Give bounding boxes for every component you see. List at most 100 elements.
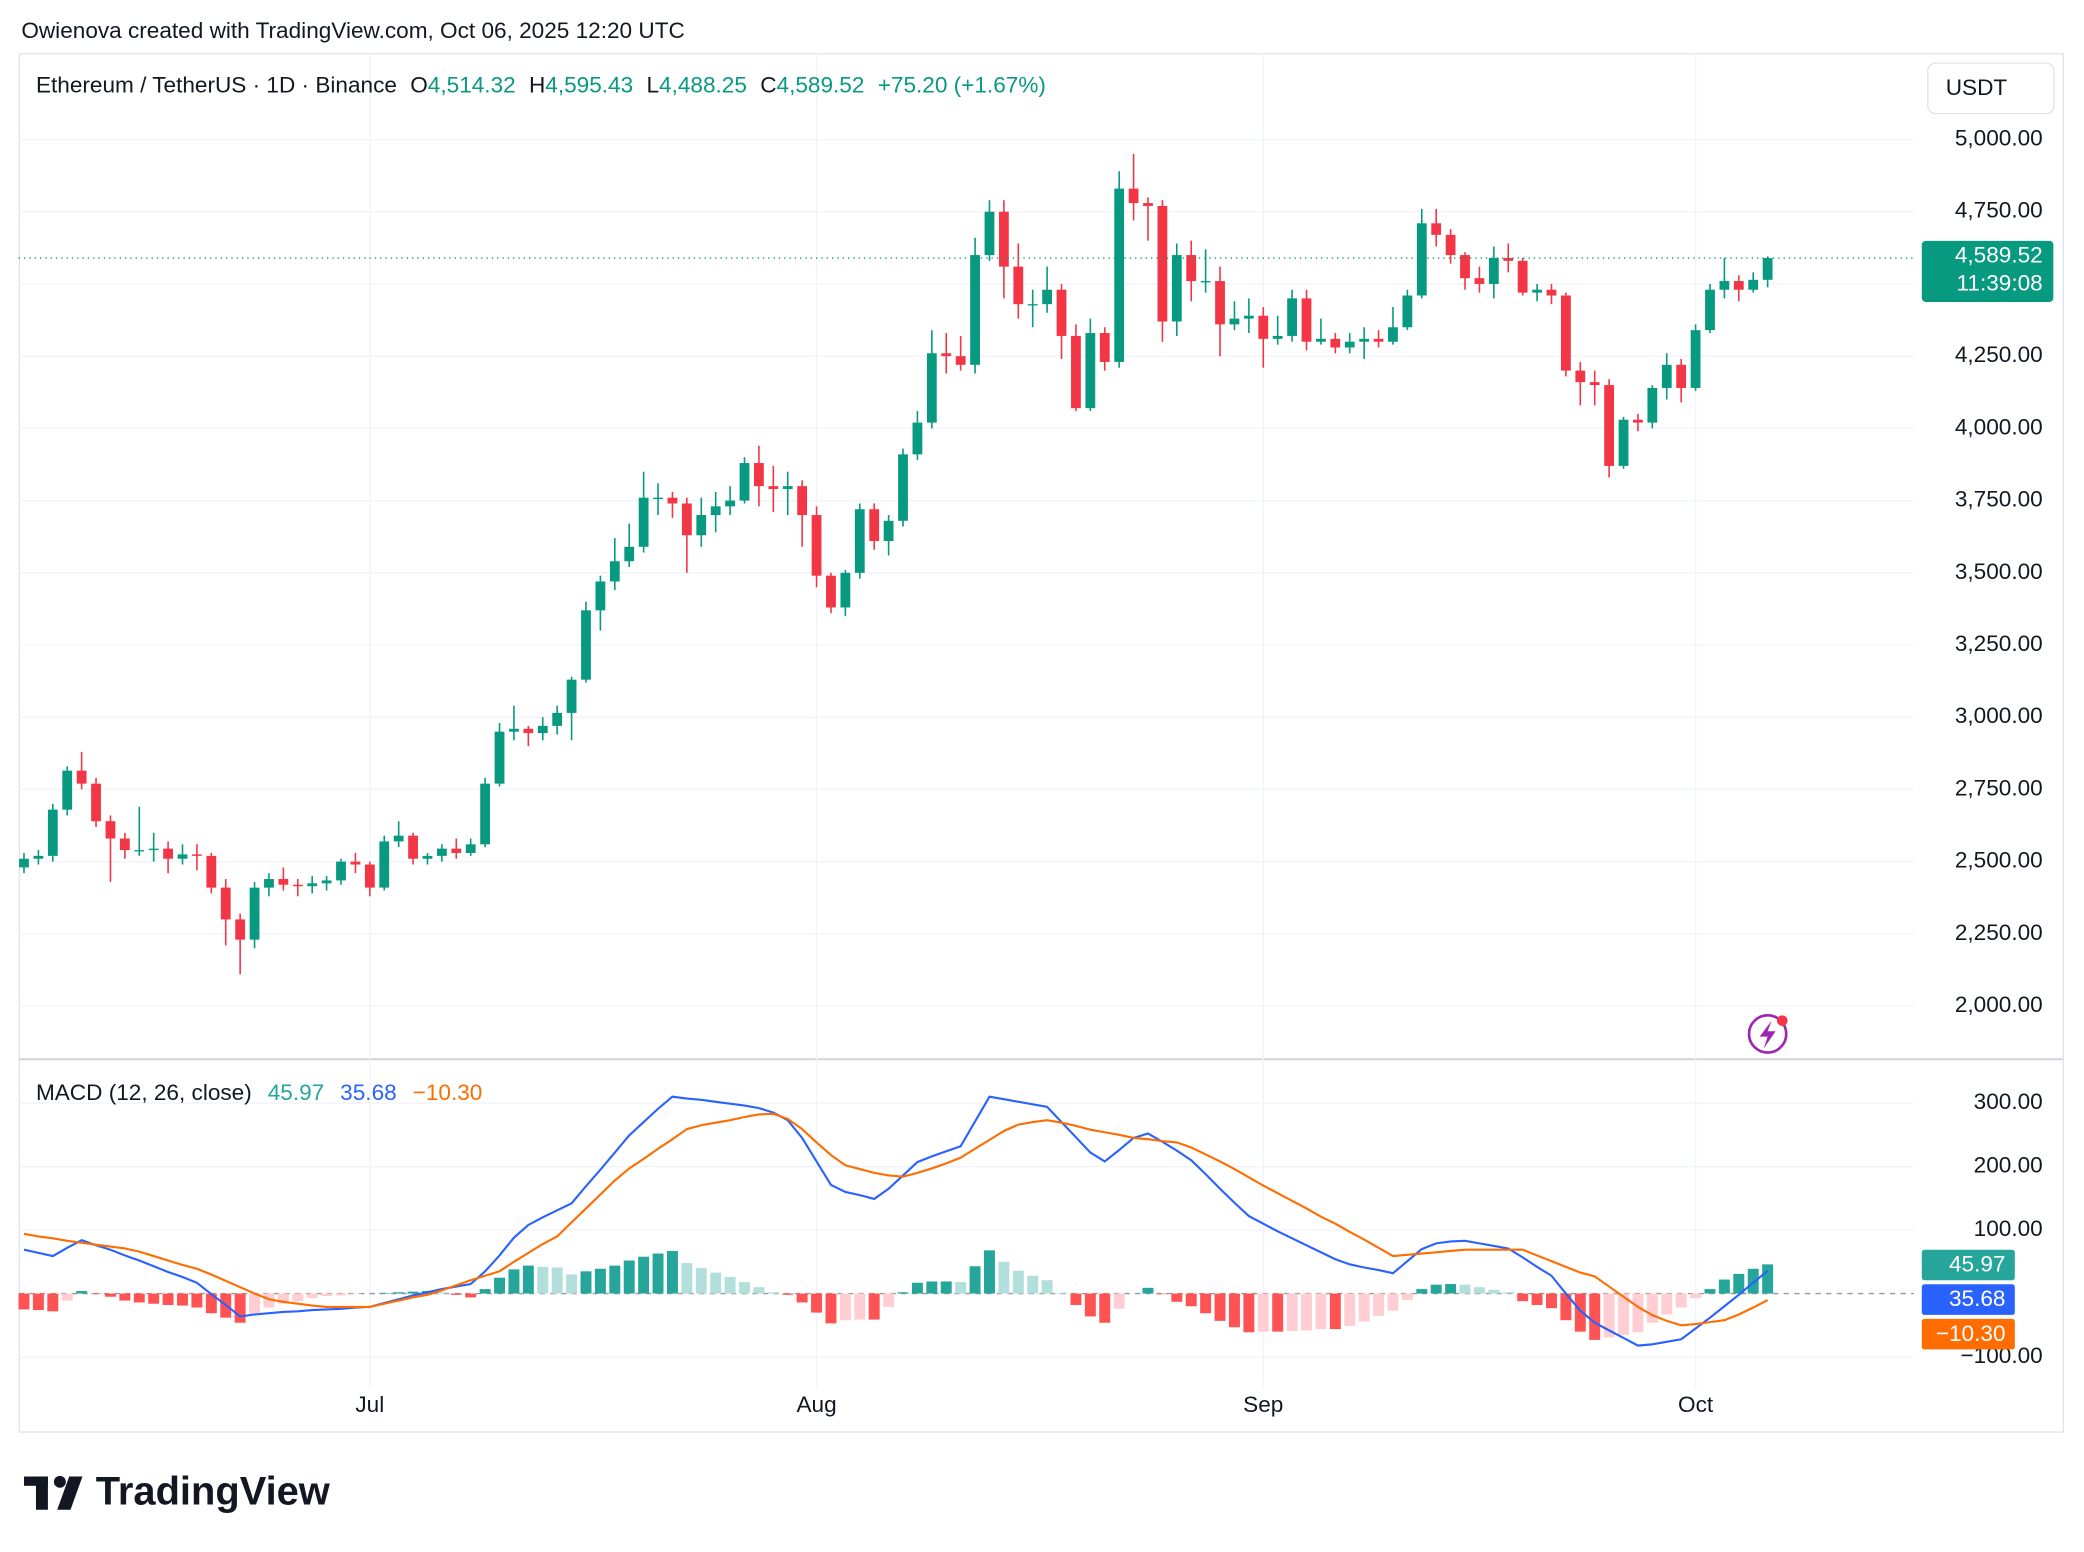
histogram-bar <box>1329 1293 1341 1330</box>
histogram-bar <box>1488 1289 1500 1294</box>
symbol: Ethereum / TetherUS · 1D · Binance <box>36 72 397 97</box>
histogram-bar <box>1459 1284 1471 1294</box>
histogram-bar <box>1272 1293 1284 1332</box>
candle-body <box>1532 289 1542 293</box>
logo-part <box>57 1476 83 1510</box>
ohlc-key: C <box>760 72 776 97</box>
candle-body <box>134 850 145 852</box>
histogram-bar <box>839 1293 851 1321</box>
y-tick-label: 3,000.00 <box>1955 703 2043 728</box>
icon-dot[interactable] <box>1776 1015 1788 1026</box>
candle-body <box>883 520 894 542</box>
countdown: 11:39:08 <box>1957 271 2043 296</box>
histogram-bar <box>1401 1293 1413 1300</box>
histogram-bar <box>1214 1293 1226 1321</box>
candle-body <box>955 356 966 365</box>
candle-body <box>1503 257 1514 261</box>
candle-body <box>653 497 663 500</box>
candle-body <box>537 725 548 734</box>
histogram-bar <box>666 1250 678 1294</box>
histogram-bar <box>1185 1293 1197 1307</box>
histogram-bar <box>782 1293 794 1295</box>
candle-body <box>768 486 779 490</box>
histogram-bar <box>119 1293 131 1301</box>
candle-body <box>826 575 836 608</box>
candle-body <box>307 883 318 887</box>
candle-body <box>1186 255 1197 282</box>
icon-bolt[interactable] <box>1759 1020 1776 1049</box>
histogram-bar <box>825 1293 837 1324</box>
candle-body <box>998 211 1009 267</box>
y-tick-label: 4,000.00 <box>1955 414 2043 439</box>
histogram-bar <box>1733 1273 1745 1294</box>
candle-body <box>364 864 375 888</box>
candle-body <box>350 861 361 865</box>
candle-body <box>754 463 764 487</box>
histogram-bar <box>47 1293 59 1312</box>
candle-body <box>624 546 635 562</box>
ohlc-value: 4,488.25 <box>659 72 747 97</box>
candle-body <box>1013 266 1024 305</box>
logo-part <box>35 1476 48 1510</box>
macd-legend-value: 35.68 <box>340 1080 397 1105</box>
candle-body <box>609 561 620 582</box>
candle-body <box>1344 341 1355 348</box>
histogram-bar <box>436 1292 448 1294</box>
histogram-bar <box>508 1269 520 1294</box>
macd-legend-value: 45.97 <box>268 1080 325 1105</box>
histogram-bar <box>594 1268 606 1294</box>
histogram-bar <box>321 1293 333 1297</box>
histogram-bar <box>1156 1293 1168 1295</box>
histogram-bar <box>940 1281 952 1294</box>
histogram-bar <box>90 1293 102 1295</box>
icon-ring[interactable] <box>1747 1014 1788 1054</box>
ohlc-value: 4,514.32 <box>428 72 516 97</box>
histogram-bar <box>1142 1287 1154 1294</box>
histogram-bar <box>1661 1293 1673 1315</box>
candle-body <box>1071 335 1081 409</box>
y-tick-label: 4,250.00 <box>1955 342 2043 367</box>
y-tick-label: 300.00 <box>1974 1089 2043 1114</box>
currency[interactable]: USDT <box>1946 75 2008 100</box>
candle-body <box>451 848 462 853</box>
alert-icon[interactable] <box>1747 1014 1788 1054</box>
histogram-bar <box>76 1291 88 1294</box>
candle-body <box>1604 385 1615 466</box>
candle-body <box>1560 295 1571 371</box>
candle-body <box>62 770 73 810</box>
histogram-bar <box>638 1256 650 1294</box>
histogram-bar <box>854 1293 866 1320</box>
candle-body <box>1733 281 1744 290</box>
candle-body <box>192 854 202 856</box>
histogram-bar <box>450 1293 462 1295</box>
histogram-bar <box>695 1268 707 1294</box>
currency-button[interactable] <box>1927 62 2055 115</box>
histogram-bar <box>1084 1293 1096 1317</box>
candle-body <box>1287 298 1297 336</box>
chart-frame <box>18 53 2064 1433</box>
y-tick-label: 2,250.00 <box>1955 920 2043 945</box>
last-price-tag <box>1921 240 2054 302</box>
candle-body <box>105 821 116 839</box>
value-tag <box>1921 1249 2015 1281</box>
candle-body <box>408 835 418 859</box>
y-tick-label: 200.00 <box>1974 1153 2043 1178</box>
histogram-bar <box>1718 1279 1730 1294</box>
last-price-label: 4,589.52 <box>1955 243 2043 268</box>
ohlc-key: L <box>646 72 659 97</box>
histogram-bar <box>1315 1293 1327 1330</box>
histogram-bar <box>1257 1293 1269 1332</box>
histogram-bar <box>1517 1293 1529 1302</box>
candle-body <box>523 728 534 734</box>
value-tag <box>1921 1284 2015 1315</box>
candle-body <box>235 919 246 940</box>
histogram-bar <box>753 1287 765 1294</box>
histogram-bar <box>1502 1292 1514 1294</box>
candle-body <box>278 878 289 885</box>
candle-body <box>1272 335 1283 339</box>
histogram-bar <box>32 1293 44 1311</box>
candle-body <box>710 506 721 516</box>
histogram-bar <box>1603 1293 1615 1338</box>
candle-body <box>725 500 735 507</box>
candle-body <box>1301 298 1312 342</box>
